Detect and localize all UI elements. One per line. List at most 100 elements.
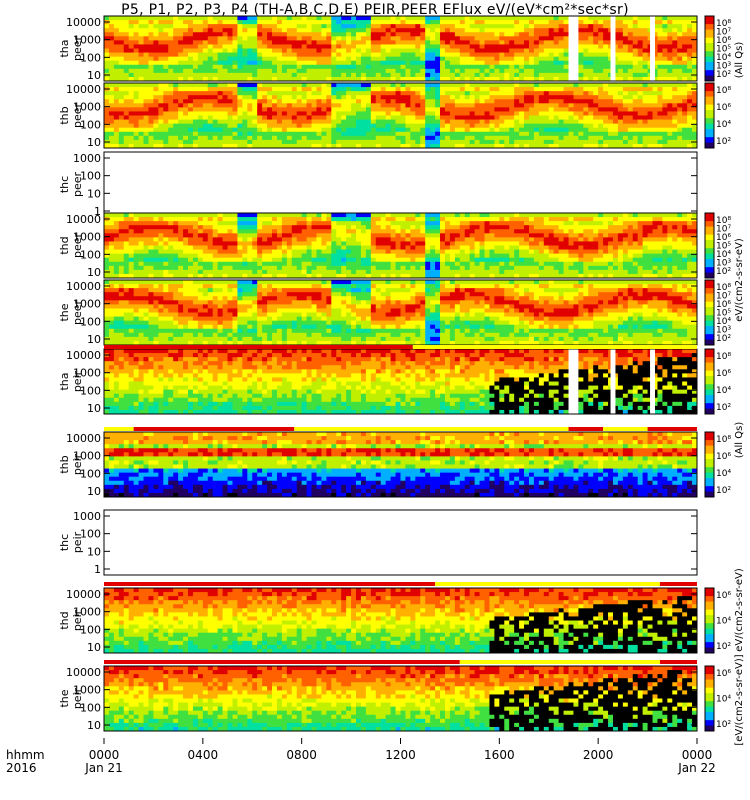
heatmap-cell (410, 233, 416, 238)
heatmap-cell (444, 32, 451, 37)
heatmap-cell (336, 68, 342, 74)
heatmap-cell (262, 221, 268, 226)
heatmap-cell (272, 64, 278, 70)
heatmap-cell (321, 225, 327, 230)
heatmap-cell (519, 40, 525, 45)
heatmap-cell (400, 241, 406, 246)
heatmap-cell (232, 40, 238, 45)
heatmap-cell (395, 131, 401, 137)
heatmap-cell (257, 16, 263, 21)
heatmap-cell (267, 20, 273, 25)
heatmap-cell (321, 131, 327, 137)
heatmap-cell (449, 44, 456, 49)
heatmap-cell (104, 261, 110, 267)
heatmap-cell (163, 44, 169, 49)
heatmap-cell (123, 20, 130, 25)
heatmap-cell (533, 28, 540, 33)
heatmap-cell (291, 229, 298, 234)
heatmap-cell (138, 241, 144, 246)
heatmap-cell (257, 60, 263, 66)
heatmap-cell (197, 269, 204, 275)
heatmap-cell (356, 44, 362, 49)
heatmap-cell (276, 64, 283, 70)
heatmap-cell (331, 60, 337, 66)
heatmap-cell (301, 257, 308, 263)
heatmap-cell (232, 60, 238, 66)
heatmap-cell (410, 83, 416, 88)
heatmap-cell (504, 40, 510, 45)
heatmap-cell (365, 44, 372, 49)
heatmap-cell (341, 99, 347, 104)
heatmap-cell (657, 111, 663, 116)
heatmap-cell (133, 257, 139, 263)
heatmap-cell (652, 56, 658, 62)
heatmap-cell (222, 83, 228, 88)
heatmap-cell (672, 56, 678, 62)
heatmap-cell (272, 24, 278, 29)
heatmap-cell (489, 135, 495, 141)
heatmap-cell (365, 119, 372, 125)
heatmap-cell (247, 48, 253, 53)
heatmap-cell (548, 103, 555, 108)
heatmap-cell (267, 241, 273, 246)
heatmap-cell (622, 107, 629, 112)
heatmap-cell (118, 111, 125, 116)
heatmap-cell (331, 265, 337, 271)
heatmap-cell (212, 16, 219, 21)
heatmap-cell (588, 28, 594, 33)
heatmap-cell (311, 48, 317, 53)
heatmap-cell (113, 28, 120, 33)
heatmap-cell (583, 68, 589, 74)
heatmap-cell (296, 48, 303, 53)
heatmap-cell (118, 217, 125, 222)
heatmap-cell (440, 143, 446, 149)
heatmap-cell (311, 213, 317, 218)
heatmap-cell (405, 36, 411, 41)
heatmap-cell (306, 213, 312, 218)
heatmap-cell (568, 115, 574, 120)
heatmap-cell (296, 217, 303, 222)
heatmap-cell (400, 273, 406, 279)
heatmap-cell (188, 16, 194, 21)
heatmap-cell (133, 269, 139, 275)
heatmap-cell (514, 127, 520, 133)
heatmap-cell (642, 99, 648, 104)
heatmap-cell (306, 245, 312, 250)
heatmap-cell (360, 119, 367, 125)
heatmap-cell (173, 257, 179, 263)
heatmap-cell (370, 123, 377, 129)
heatmap-cell (153, 91, 159, 96)
heatmap-cell (400, 83, 406, 88)
heatmap-cell (252, 213, 258, 218)
heatmap-cell (143, 261, 149, 267)
heatmap-cell (444, 107, 451, 112)
heatmap-cell (183, 139, 189, 145)
heatmap-cell (346, 265, 352, 271)
heatmap-cell (346, 273, 352, 279)
heatmap-cell (514, 107, 520, 112)
heatmap-cell (351, 48, 357, 53)
heatmap-cell (276, 261, 283, 267)
heatmap-cell (420, 233, 426, 238)
heatmap-cell (341, 20, 347, 25)
heatmap-cell (247, 115, 253, 120)
heatmap-cell (227, 249, 233, 255)
heatmap-cell (489, 64, 495, 70)
heatmap-cell (405, 269, 411, 275)
heatmap-cell (143, 245, 149, 250)
heatmap-cell (499, 52, 505, 58)
heatmap-cell (321, 91, 327, 96)
heatmap-cell (360, 103, 367, 108)
heatmap-cell (331, 269, 337, 275)
heatmap-cell (148, 241, 154, 246)
heatmap-cell (356, 257, 362, 263)
heatmap-cell (276, 229, 283, 234)
heatmap-cell (380, 103, 387, 108)
heatmap-cell (593, 36, 599, 41)
heatmap-cell (538, 72, 545, 78)
heatmap-cell (197, 111, 204, 116)
heatmap-cell (410, 56, 416, 62)
heatmap-cell (321, 253, 327, 259)
heatmap-cell (524, 56, 530, 62)
heatmap-cell (504, 24, 510, 29)
